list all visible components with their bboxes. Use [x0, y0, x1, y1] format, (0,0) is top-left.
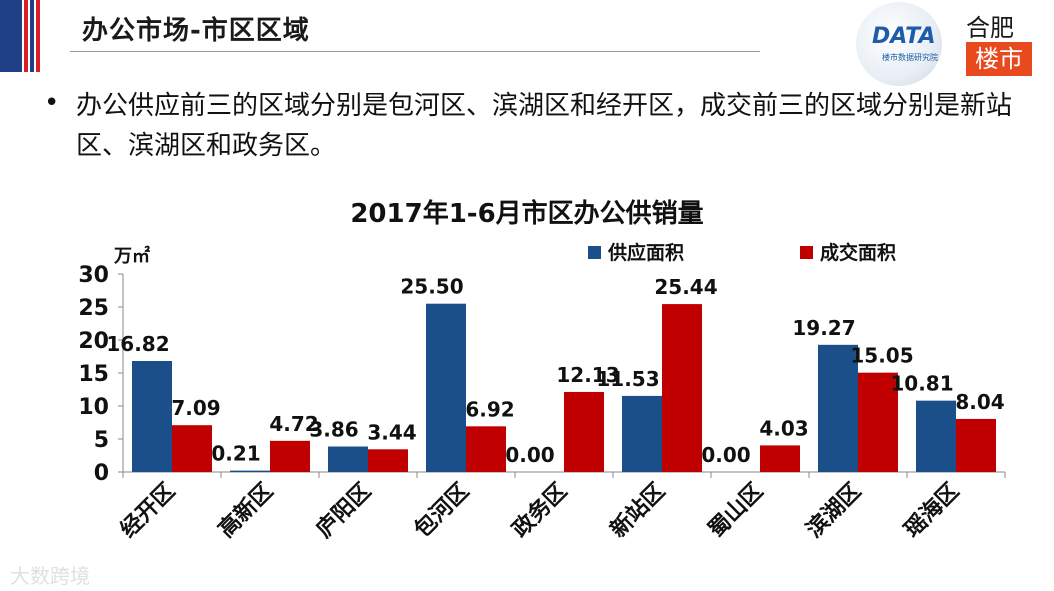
hefei-logo-top-text: 合肥: [966, 14, 1014, 42]
y-tick-label: 5: [94, 428, 109, 453]
legend-sales-swatch: [800, 246, 813, 259]
y-tick-label: 15: [78, 362, 109, 387]
x-category-label: 高新区: [213, 478, 278, 543]
supply-data-label: 3.86: [309, 418, 358, 442]
sales-bar: [172, 425, 212, 472]
supply-bar: [818, 344, 858, 472]
sales-bar: [564, 391, 604, 472]
sales-bar: [270, 440, 310, 472]
kdata-logo: DATA 楼市数据研究院: [856, 2, 942, 86]
slide-title: 办公市场-市区区域: [82, 16, 310, 46]
legend-sales-label: 成交面积: [820, 241, 896, 264]
x-category-label: 滨湖区: [801, 478, 866, 543]
x-category-label: 庐阳区: [311, 478, 376, 543]
sales-bar: [760, 445, 800, 472]
sales-data-label: 8.04: [955, 390, 1004, 414]
y-tick-label: 30: [78, 263, 109, 288]
x-category-label: 蜀山区: [704, 479, 768, 543]
supply-bar: [622, 395, 662, 472]
chart-data-labels: 16.82 0.21 3.86 25.50 0.00 11.53 0.00 19.27 10.8…: [106, 275, 1004, 467]
y-tick-label: 20: [78, 329, 109, 354]
watermark: 大数跨境: [10, 564, 90, 588]
y-tick-label: 0: [94, 461, 109, 486]
header-flag-decoration: [0, 0, 60, 72]
chart-title: 2017年1-6月市区办公供销量: [350, 198, 703, 229]
sales-bar: [466, 426, 506, 472]
y-tick-label: 25: [78, 296, 109, 321]
sales-data-label: 6.92: [465, 397, 514, 421]
y-tick-label: 10: [78, 395, 109, 420]
y-unit-label: 万㎡: [113, 245, 150, 267]
supply-data-label: 11.53: [596, 367, 659, 391]
supply-bar: [916, 400, 956, 472]
sales-data-label: 3.44: [367, 420, 416, 444]
supply-data-label: 0.00: [701, 443, 750, 467]
sales-bar: [662, 304, 702, 472]
kdata-logo-subtitle: 楼市数据研究院: [882, 53, 938, 62]
supply-bar: [328, 446, 368, 472]
sales-data-label: 25.44: [654, 275, 717, 299]
supply-data-label: 0.00: [505, 443, 554, 467]
supply-data-label: 0.21: [211, 442, 260, 466]
x-category-label: 经开区: [115, 478, 180, 543]
supply-data-label: 16.82: [106, 332, 169, 356]
chart-legend: 供应面积 成交面积: [588, 241, 896, 264]
supply-data-label: 19.27: [792, 316, 855, 340]
kdata-logo-text: DATA: [872, 24, 936, 49]
supply-data-label: 10.81: [890, 372, 953, 396]
x-category-label: 包河区: [409, 478, 474, 543]
sales-data-label: 7.09: [171, 396, 220, 420]
supply-bar: [132, 360, 172, 472]
hefei-logo-bottom-text: 楼市: [966, 42, 1032, 76]
sales-data-label: 4.72: [269, 412, 318, 436]
sales-bar: [368, 449, 408, 472]
hefei-loushi-logo: 合肥 楼市: [958, 4, 1040, 78]
sales-data-label: 4.03: [759, 416, 808, 440]
legend-supply-swatch: [588, 246, 601, 259]
supply-bar: [230, 470, 270, 472]
sales-data-label: 15.05: [850, 344, 913, 368]
supply-data-label: 25.50: [400, 275, 463, 299]
legend-supply-label: 供应面积: [607, 241, 684, 264]
title-divider: [70, 51, 760, 52]
chart-bars: [132, 303, 996, 472]
sales-data-label: 12.13: [556, 363, 619, 387]
supply-bar: [426, 303, 466, 472]
sales-bar: [858, 372, 898, 472]
x-category-label: 政务区: [507, 478, 572, 543]
x-category-label: 新站区: [605, 478, 670, 543]
sales-bar: [956, 418, 996, 472]
x-category-label: 瑶海区: [899, 478, 964, 543]
bullet-dot: •: [44, 88, 60, 118]
summary-text: 办公供应前三的区域分别是包河区、滨湖区和经开区，成交前三的区域分别是新站区、滨湖…: [76, 91, 1013, 161]
